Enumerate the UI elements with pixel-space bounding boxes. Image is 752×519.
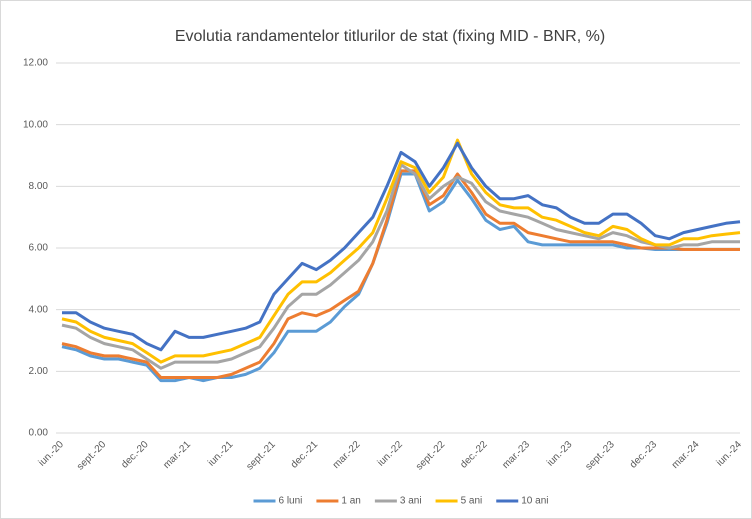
legend-label: 5 ani (461, 496, 483, 507)
y-tick-label: 8.00 (29, 181, 49, 192)
chart-title: Evolutia randamentelor titlurilor de sta… (175, 28, 605, 45)
y-tick-label: 2.00 (29, 366, 49, 377)
legend-label: 6 luni (279, 496, 303, 507)
line-series (61, 169, 740, 379)
line-series (61, 138, 741, 364)
y-tick-label: 12.00 (23, 58, 48, 69)
legend-label: 10 ani (521, 496, 548, 507)
y-tick-label: 6.00 (29, 243, 49, 254)
legend-label: 1 an (341, 496, 360, 507)
y-tick-label: 4.00 (29, 304, 49, 315)
line-series (62, 141, 741, 352)
y-tick-label: 10.00 (23, 119, 48, 130)
legend-label: 3 ani (400, 496, 422, 507)
legend: 6 luni 1 an 3 ani 5 ani 10 ani (253, 496, 549, 507)
y-tick-label: 0.00 (29, 428, 49, 439)
